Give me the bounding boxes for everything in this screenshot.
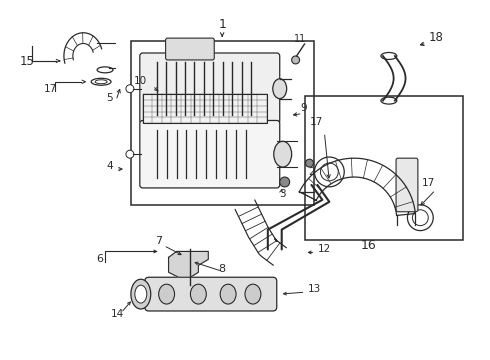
Ellipse shape	[381, 53, 397, 59]
Text: 2: 2	[308, 167, 315, 177]
Bar	[143, 94, 267, 123]
Ellipse shape	[381, 97, 397, 104]
Ellipse shape	[191, 284, 206, 304]
Text: 7: 7	[155, 237, 162, 247]
Text: 16: 16	[361, 239, 377, 252]
Ellipse shape	[91, 78, 111, 85]
Ellipse shape	[95, 80, 107, 84]
Ellipse shape	[245, 284, 261, 304]
Text: 17: 17	[44, 84, 57, 94]
Text: 17: 17	[421, 178, 435, 188]
Text: 3: 3	[279, 189, 285, 199]
Circle shape	[292, 56, 299, 64]
Circle shape	[185, 282, 196, 292]
FancyBboxPatch shape	[140, 53, 280, 123]
Ellipse shape	[220, 284, 236, 304]
Text: 9: 9	[300, 103, 307, 113]
Text: 4: 4	[106, 161, 113, 171]
Text: 13: 13	[308, 284, 321, 294]
Ellipse shape	[159, 284, 174, 304]
Ellipse shape	[274, 141, 292, 167]
Text: 8: 8	[218, 264, 225, 274]
Polygon shape	[169, 251, 208, 277]
Circle shape	[182, 255, 187, 258]
Text: 5: 5	[106, 93, 113, 103]
Text: 14: 14	[111, 309, 124, 319]
FancyBboxPatch shape	[145, 277, 277, 311]
Text: 6: 6	[96, 255, 103, 264]
Circle shape	[280, 177, 290, 187]
Text: 12: 12	[318, 244, 331, 255]
FancyBboxPatch shape	[140, 121, 280, 188]
Ellipse shape	[97, 67, 113, 73]
Circle shape	[126, 150, 134, 158]
Circle shape	[126, 85, 134, 93]
Circle shape	[180, 255, 187, 260]
Text: 10: 10	[134, 76, 147, 86]
Text: 15: 15	[20, 55, 35, 68]
Text: 11: 11	[294, 34, 307, 44]
Text: 1: 1	[218, 18, 226, 31]
Ellipse shape	[273, 79, 287, 99]
Ellipse shape	[135, 285, 147, 303]
Circle shape	[306, 159, 314, 167]
Bar	[131, 41, 315, 205]
Text: 17: 17	[310, 117, 323, 127]
Text: 18: 18	[429, 31, 443, 44]
Ellipse shape	[131, 279, 151, 309]
Bar	[305, 96, 464, 239]
FancyBboxPatch shape	[396, 158, 418, 212]
Circle shape	[188, 285, 193, 290]
FancyBboxPatch shape	[166, 38, 214, 60]
